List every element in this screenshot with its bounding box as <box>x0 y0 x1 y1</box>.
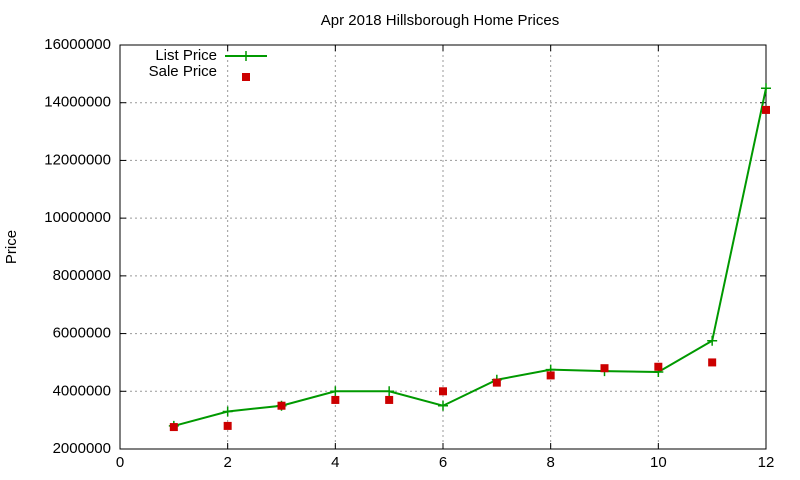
y-tick-label: 2000000 <box>53 440 111 457</box>
point-marker <box>708 358 717 367</box>
point-marker <box>331 395 340 404</box>
point-marker <box>762 105 770 114</box>
point-marker <box>654 362 663 371</box>
y-tick-label: 14000000 <box>44 94 111 111</box>
y-tick-label: 4000000 <box>53 382 111 399</box>
y-tick-label: 16000000 <box>44 36 111 53</box>
x-tick-label: 2 <box>223 454 231 471</box>
x-tick-label: 0 <box>116 454 124 471</box>
point-marker <box>169 423 178 432</box>
x-tick-label: 8 <box>546 454 554 471</box>
y-tick-label: 12000000 <box>44 151 111 168</box>
point-marker <box>277 401 286 410</box>
chart-title: Apr 2018 Hillsborough Home Prices <box>321 12 559 29</box>
legend-marker <box>241 51 251 61</box>
point-marker <box>223 421 232 430</box>
plot-frame <box>119 44 767 450</box>
point-marker <box>385 395 394 404</box>
point-marker <box>546 371 555 380</box>
point-marker <box>384 386 395 397</box>
point-marker <box>600 364 609 373</box>
y-axis-label: Price <box>3 230 20 264</box>
x-tick-label: 6 <box>439 454 447 471</box>
y-tick-label: 8000000 <box>53 267 111 284</box>
y-tick-label: 6000000 <box>53 325 111 342</box>
legend-marker <box>242 73 250 81</box>
point-marker <box>492 378 501 387</box>
legend-label: List Price <box>155 47 217 64</box>
point-marker <box>439 387 447 396</box>
x-tick-label: 4 <box>331 454 339 471</box>
point-marker <box>438 400 448 411</box>
x-tick-label: 10 <box>650 454 667 471</box>
point-marker <box>761 83 771 94</box>
legend-label: Sale Price <box>149 63 217 80</box>
point-marker <box>707 335 718 346</box>
point-marker <box>330 386 341 397</box>
x-tick-label: 12 <box>758 454 775 471</box>
y-tick-label: 10000000 <box>44 209 111 226</box>
point-marker <box>222 406 233 417</box>
series-line <box>173 88 767 427</box>
